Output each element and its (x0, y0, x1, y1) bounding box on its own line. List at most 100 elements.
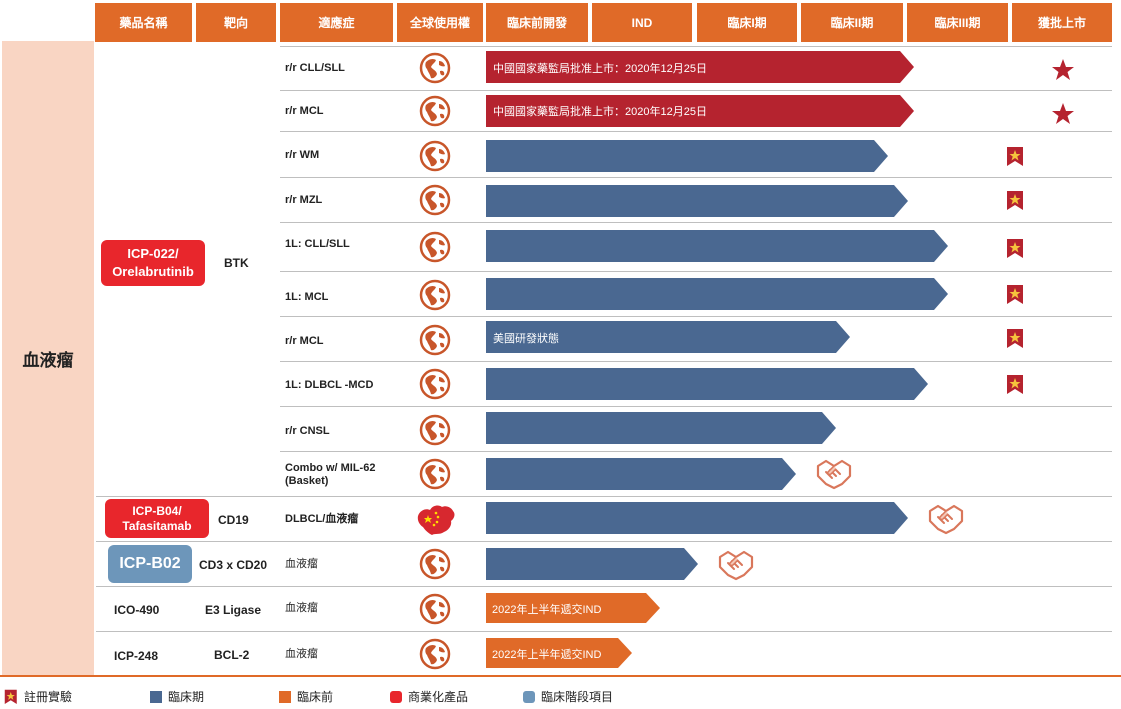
progress-bar-approved (486, 51, 914, 83)
legend-registrational: 註冊實驗 (4, 688, 72, 705)
row-divider (280, 271, 1112, 272)
drug-icp-b02: ICP-B02 (108, 545, 192, 583)
legend-swatch (390, 690, 402, 703)
star-icon (1052, 103, 1074, 124)
handshake-icon (928, 504, 964, 535)
indication-label: Combo w/ MIL-62 (Basket) (285, 462, 376, 487)
drug-tafasitamab: ICP-B04/ Tafasitamab (105, 499, 209, 538)
globe-icon (419, 279, 451, 311)
china-map-icon (417, 505, 455, 535)
handshake-icon (816, 459, 852, 490)
indication-label: 1L: CLL/SLL (285, 238, 350, 250)
progress-bar-preclinical (486, 638, 632, 668)
legend-label: 臨床前 (297, 690, 334, 704)
progress-bar-clinical (486, 548, 698, 580)
drug-icp-248: ICP-248 (114, 649, 159, 663)
globe-icon (419, 548, 451, 580)
indication-label: r/r MCL (285, 105, 324, 117)
globe-icon (419, 184, 451, 216)
drug-orelabrutinib: ICP-022/ Orelabrutinib (101, 240, 205, 286)
progress-bar-clinical (486, 278, 948, 310)
row-divider (280, 131, 1112, 132)
header-phase-3: 臨床III期 (907, 3, 1008, 42)
drug-ico-490: ICO-490 (114, 603, 160, 617)
header-drug-name: 藥品名稱 (95, 3, 192, 42)
target-cd19: CD19 (218, 513, 249, 527)
row-divider (96, 586, 1112, 587)
header-approved: 獲批上市 (1012, 3, 1112, 42)
legend-clinical-stage: 臨床階段項目 (523, 688, 613, 705)
indication-label: DLBCL/血液瘤 (285, 513, 359, 525)
legend-label: 註冊實驗 (24, 690, 73, 704)
row-divider (280, 90, 1112, 91)
legend-label: 臨床期 (168, 690, 205, 704)
progress-bar-approved (486, 95, 914, 127)
indication-label: 血液瘤 (285, 602, 318, 614)
header-ind: IND (592, 3, 692, 42)
indication-label: r/r MCL (285, 335, 324, 347)
row-divider (280, 316, 1112, 317)
bar-label: 2022年上半年遞交IND (492, 604, 602, 616)
category-cell: 血液瘤 (2, 41, 94, 675)
registrational-badge-icon (1007, 285, 1023, 304)
target-e3-ligase: E3 Ligase (205, 603, 262, 617)
indication-label: r/r CNSL (285, 425, 330, 437)
target-btk: BTK (224, 256, 249, 270)
header-target: 靶向 (196, 3, 276, 42)
row-divider (280, 406, 1112, 407)
registrational-badge-icon (1007, 375, 1023, 394)
row-divider (280, 222, 1112, 223)
globe-icon (419, 52, 451, 84)
header-phase-1: 臨床I期 (697, 3, 797, 42)
target-bcl-2: BCL-2 (214, 648, 250, 662)
progress-bar-clinical (486, 230, 948, 262)
globe-icon (419, 414, 451, 446)
globe-icon (419, 324, 451, 356)
row-divider (280, 177, 1112, 178)
registrational-badge-icon (1007, 239, 1023, 258)
globe-icon (419, 638, 451, 670)
bar-label: 2022年上半年遞交IND (492, 649, 602, 661)
globe-icon (419, 231, 451, 263)
header-phase-2: 臨床II期 (801, 3, 903, 42)
registrational-badge-icon (1007, 329, 1023, 348)
header-global-rights: 全球使用權 (397, 3, 483, 42)
indication-label: 1L: DLBCL -MCD (285, 379, 374, 391)
indication-label: r/r MZL (285, 194, 323, 206)
globe-icon (419, 140, 451, 172)
header-indication: 適應症 (280, 3, 393, 42)
indication-label: r/r WM (285, 149, 320, 161)
legend-commercial: 商業化產品 (390, 688, 468, 705)
globe-icon (419, 368, 451, 400)
progress-bar-clinical (486, 185, 908, 217)
progress-bar-clinical (486, 368, 928, 400)
indication-label: 1L: MCL (285, 291, 329, 303)
row-divider (96, 631, 1112, 632)
indication-label: 血液瘤 (285, 648, 318, 660)
registrational-badge-icon (4, 689, 17, 704)
legend-label: 商業化產品 (408, 690, 469, 704)
registrational-badge-icon (1007, 191, 1023, 210)
progress-bar-clinical (486, 321, 850, 353)
row-divider (96, 541, 1112, 542)
handshake-icon (718, 550, 754, 581)
bar-label: 中國國家藥監局批准上市：2020年12月25日 (493, 106, 707, 118)
row-divider (280, 451, 1112, 452)
legend-swatch (523, 690, 535, 703)
globe-icon (419, 458, 451, 490)
globe-icon (419, 95, 451, 127)
progress-bar-clinical (486, 458, 796, 490)
bar-label: 美國研發狀態 (493, 333, 559, 345)
progress-bar-clinical (486, 412, 836, 444)
globe-icon (419, 593, 451, 625)
progress-bar-clinical (486, 140, 888, 172)
row-divider (280, 361, 1112, 362)
target-cd3-cd20: CD3 x CD20 (199, 558, 268, 572)
legend-swatch (150, 690, 162, 703)
table-bottom-line (0, 675, 1121, 677)
legend-clinical: 臨床期 (150, 688, 204, 705)
legend-preclinical: 臨床前 (279, 688, 333, 705)
progress-bar-preclinical (486, 593, 660, 623)
row-divider (96, 496, 1112, 497)
registrational-badge-icon (1007, 147, 1023, 166)
